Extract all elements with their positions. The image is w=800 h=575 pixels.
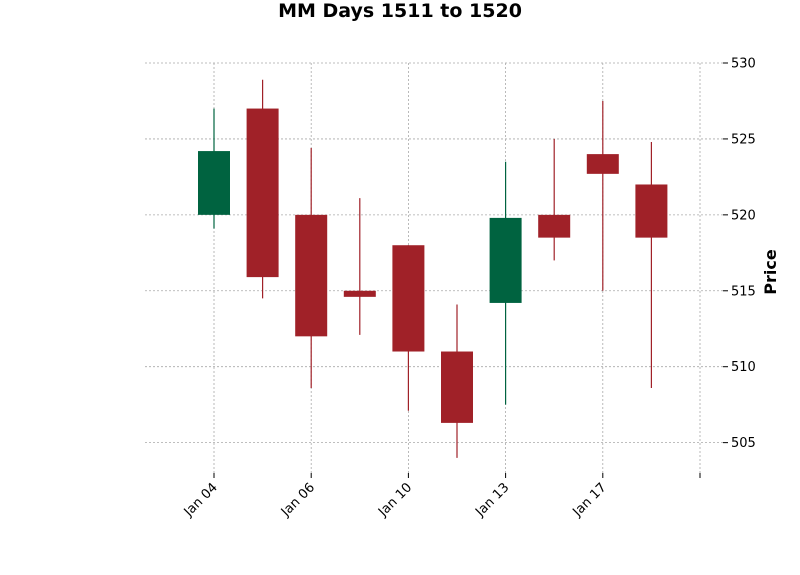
y-tick-label: 510: [731, 360, 756, 375]
y-axis: 505 510 515 520 525 530: [723, 57, 756, 451]
candle-body-up: [198, 151, 230, 215]
candle-layer: [198, 79, 668, 458]
candle-body-down: [441, 351, 473, 423]
x-tick-label: Jan 13: [472, 480, 512, 520]
y-axis-label: Price: [761, 249, 780, 295]
y-tick-label: 520: [731, 208, 756, 223]
candle-body-up: [489, 217, 522, 303]
y-tick-label: 515: [731, 284, 756, 299]
y-tick-label: 525: [731, 132, 756, 147]
x-tick-label: Jan 17: [570, 480, 610, 520]
grid-layer: [145, 62, 723, 473]
x-tick-label: Jan 04: [181, 480, 221, 520]
candle-body-down: [343, 290, 376, 297]
candle-body-down: [392, 245, 425, 352]
y-tick-label: 530: [731, 57, 756, 72]
candle-body-down: [295, 214, 328, 337]
x-axis: Jan 04 Jan 06 Jan 10 Jan 13 Jan 17: [181, 473, 701, 520]
x-tick-label: Jan 06: [278, 480, 318, 520]
x-tick-label: Jan 10: [375, 480, 415, 520]
candle-body-down: [586, 154, 619, 174]
candle-body-down: [246, 108, 279, 278]
candle-body-down: [538, 214, 571, 238]
chart-title: MM Days 1511 to 1520: [278, 0, 522, 22]
candle-body-down: [635, 184, 668, 238]
y-tick-label: 505: [731, 436, 756, 451]
